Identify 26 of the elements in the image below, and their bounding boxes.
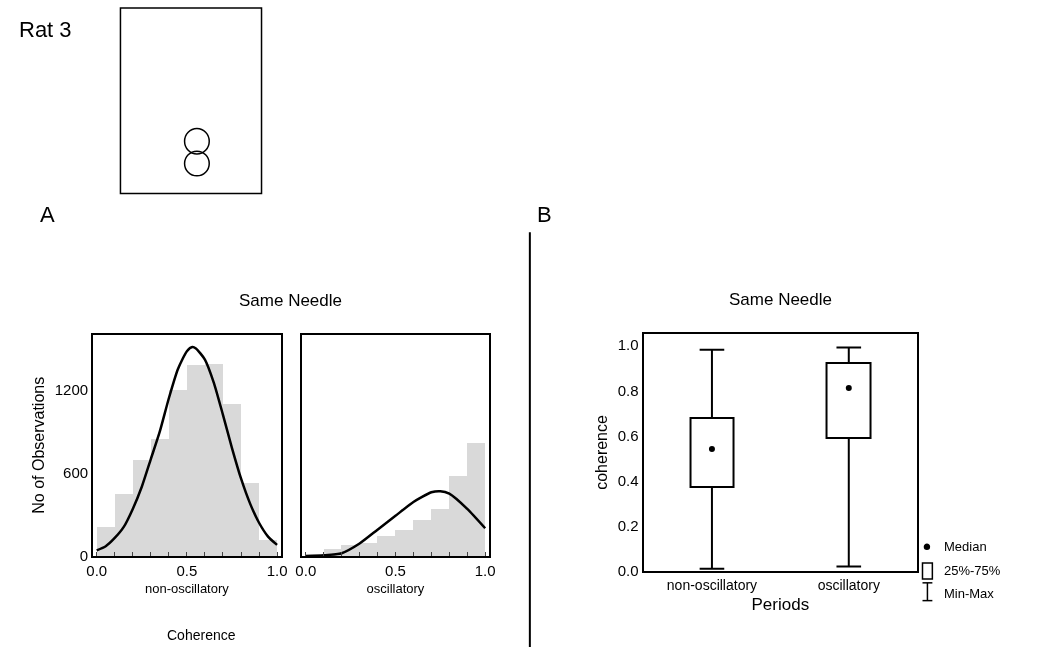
x-axis-title: Periods — [751, 594, 810, 614]
y-tick-label: 0.8 — [617, 381, 639, 399]
text: Coherence — [167, 627, 236, 643]
chart-title: Same Needle — [239, 291, 343, 310]
chart-title: Same Needle — [729, 290, 833, 309]
text: Median — [944, 539, 987, 554]
text: A — [40, 202, 55, 227]
text: Min-Max — [944, 586, 995, 601]
y-tick-label: 0 — [79, 547, 89, 565]
x-tick-label: 0.0 — [86, 561, 108, 579]
y-tick-label: 1200 — [54, 381, 89, 399]
y-tick-label: 0.4 — [617, 471, 639, 489]
x-tick-label: 1.0 — [474, 561, 496, 579]
x-tick-label: 0.5 — [385, 561, 406, 579]
text: B — [537, 202, 552, 227]
x-tick-label: 0.5 — [176, 561, 198, 579]
y-tick-label: 1.0 — [617, 336, 639, 354]
text: Rat 3 — [19, 17, 72, 42]
x-tick-label: 0.0 — [295, 561, 317, 579]
text: 25%-75% — [944, 563, 1001, 578]
y-tick-label: 600 — [63, 464, 89, 482]
y-tick-label: 0.2 — [617, 517, 639, 535]
y-axis-title: coherence — [593, 414, 611, 490]
y-tick-label: 0.6 — [617, 426, 639, 444]
y-axis-title: No of Observations — [30, 376, 48, 514]
x-tick-label: 1.0 — [266, 561, 288, 579]
